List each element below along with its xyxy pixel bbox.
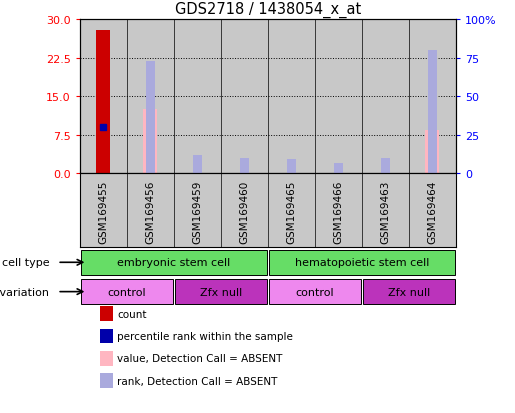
Text: GSM169456: GSM169456 [145,180,156,243]
Bar [315,20,362,174]
Bar [193,156,201,174]
Text: GSM169465: GSM169465 [286,180,296,243]
Text: GSM169459: GSM169459 [192,180,202,243]
Bar [240,159,249,174]
Bar [174,20,221,174]
Bar [334,164,342,174]
Text: percentile rank within the sample: percentile rank within the sample [117,331,293,341]
Bar [127,20,174,174]
Text: Zfx null: Zfx null [388,287,430,297]
Bar [174,174,221,247]
Bar [409,20,456,174]
Bar [96,31,110,174]
Bar [143,110,158,174]
Text: genotype/variation: genotype/variation [0,287,50,297]
Text: embryonic stem cell: embryonic stem cell [117,258,230,268]
Bar [269,279,361,304]
Text: GSM169463: GSM169463 [380,180,390,243]
Bar [315,174,362,247]
Bar [425,131,439,174]
Bar [80,174,127,247]
Bar [409,174,456,247]
Text: Zfx null: Zfx null [200,287,242,297]
Bar [381,159,389,174]
Bar [221,174,268,247]
Text: GSM169464: GSM169464 [427,180,437,243]
Bar [363,279,455,304]
Bar [428,51,437,174]
Bar [80,20,127,174]
Bar [268,20,315,174]
Text: hematopoietic stem cell: hematopoietic stem cell [295,258,429,268]
Bar [362,174,409,247]
Text: rank, Detection Call = ABSENT: rank, Detection Call = ABSENT [117,376,277,386]
Text: value, Detection Call = ABSENT: value, Detection Call = ABSENT [117,354,282,363]
Bar [146,62,154,174]
Text: count: count [117,309,146,319]
Bar [81,250,267,275]
Title: GDS2718 / 1438054_x_at: GDS2718 / 1438054_x_at [175,2,361,18]
Text: control: control [296,287,334,297]
Text: cell type: cell type [2,258,50,268]
Bar [268,174,315,247]
Bar [127,174,174,247]
Text: GSM169460: GSM169460 [239,180,249,243]
Bar [287,160,296,174]
Bar [175,279,267,304]
Bar [221,20,268,174]
Text: GSM169466: GSM169466 [333,180,344,243]
Bar [269,250,455,275]
Bar [81,279,173,304]
Text: control: control [108,287,146,297]
Bar [362,20,409,174]
Text: GSM169455: GSM169455 [98,180,108,243]
